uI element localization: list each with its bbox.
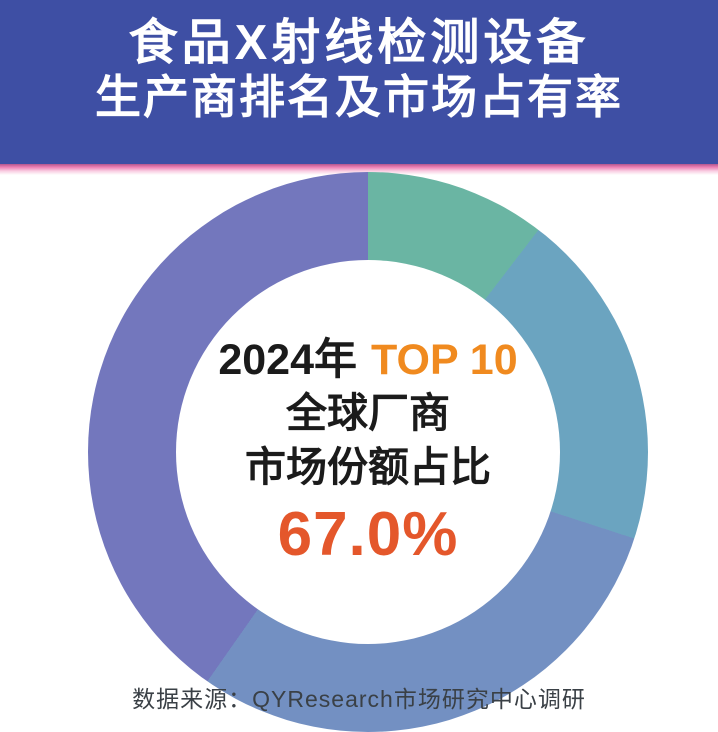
chart-area: 2024年 TOP 10 全球厂商 市场份额占比 67.0% 数据来源：QYRes… (0, 172, 718, 732)
header-banner: 食品X射线检测设备 生产商排名及市场占有率 (0, 0, 718, 164)
center-line-global-makers: 全球厂商 (286, 390, 450, 436)
center-line-market-share: 市场份额占比 (245, 444, 491, 490)
title-line-1: 食品X射线检测设备 (128, 16, 590, 70)
center-line-year-top10: 2024年 TOP 10 (218, 334, 517, 386)
source-caption: 数据来源：QYResearch市场研究中心调研 (132, 686, 586, 712)
center-year-label: 2024年 (218, 336, 358, 384)
title-line-2: 生产商排名及市场占有率 (95, 71, 623, 123)
donut-center: 2024年 TOP 10 全球厂商 市场份额占比 67.0% (176, 260, 560, 644)
center-share-value: 67.0% (277, 500, 459, 569)
pink-divider (0, 164, 718, 175)
center-top10-label: TOP 10 (371, 336, 518, 384)
